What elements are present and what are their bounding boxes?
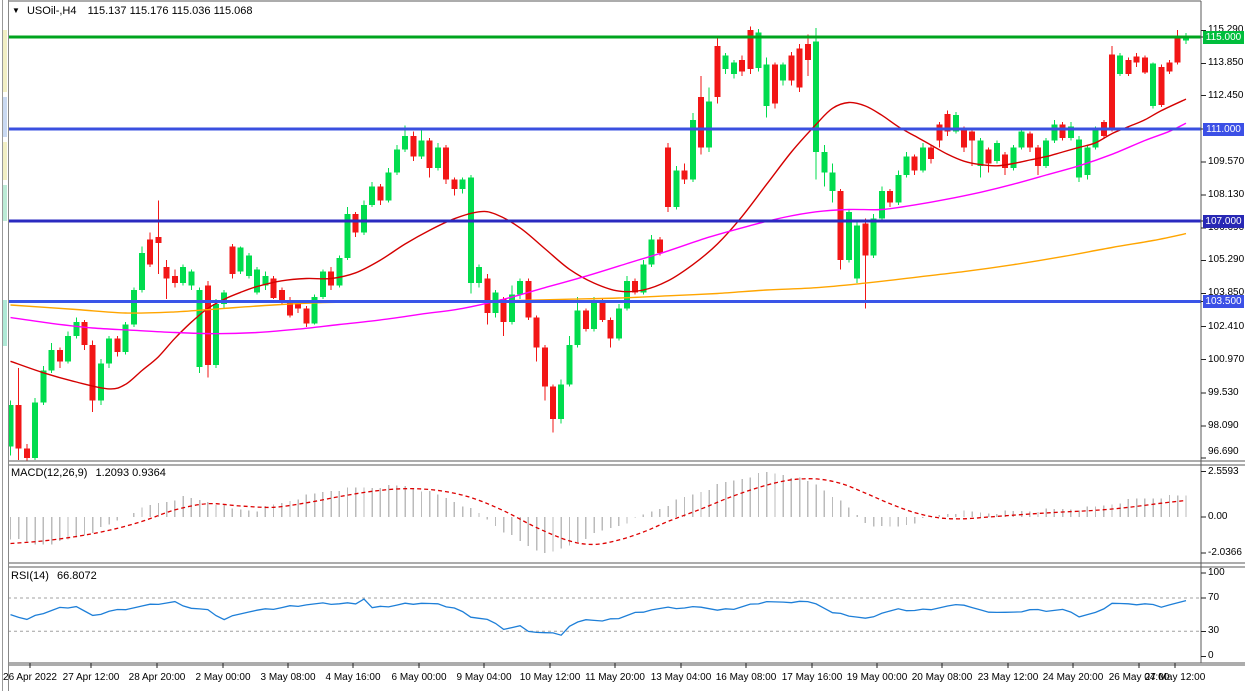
time-axis-label: 28 Apr 20:00 bbox=[128, 672, 186, 683]
price-axis-label: 98.090 bbox=[1208, 419, 1239, 431]
rsi-label: RSI(14) bbox=[11, 570, 49, 582]
macd-axis-label: -2.0366 bbox=[1208, 547, 1242, 559]
rsi-axis-label: 100 bbox=[1208, 567, 1225, 578]
price-axis-label: 108.130 bbox=[1208, 189, 1245, 200]
price-line-badge: 115.000 bbox=[1203, 30, 1244, 44]
price-axis-label: 112.450 bbox=[1208, 89, 1244, 101]
price-axis-label: 109.570 bbox=[1208, 155, 1245, 167]
price-axis-label: 100.970 bbox=[1208, 353, 1245, 365]
price-axis-label: 99.530 bbox=[1208, 386, 1239, 398]
price-axis-label: 102.410 bbox=[1208, 320, 1245, 332]
price-line-badge: 107.000 bbox=[1203, 214, 1244, 228]
time-axis-label: 9 May 04:00 bbox=[456, 672, 512, 683]
time-axis-label: 10 May 12:00 bbox=[519, 672, 581, 683]
chart-title: ▼ USOil-,H4 115.137 115.176 115.036 115.… bbox=[12, 5, 253, 17]
time-axis-label: 3 May 08:00 bbox=[260, 672, 316, 683]
time-axis-label: 6 May 00:00 bbox=[391, 672, 447, 683]
rsi-axis-label: 0 bbox=[1208, 650, 1214, 662]
macd-axis-label: 2.5593 bbox=[1208, 465, 1239, 477]
collapse-triangle-icon[interactable]: ▼ bbox=[12, 6, 20, 15]
price-line-badge: 111.000 bbox=[1203, 122, 1244, 136]
time-axis-label: 24 May 20:00 bbox=[1042, 672, 1104, 683]
price-axis-label: 96.690 bbox=[1208, 446, 1239, 457]
time-axis-label: 27 Apr 12:00 bbox=[62, 672, 120, 683]
time-axis-label: 23 May 12:00 bbox=[977, 672, 1039, 683]
time-axis-label: 2 May 00:00 bbox=[195, 672, 251, 683]
price-line-badge: 103.500 bbox=[1203, 295, 1244, 308]
time-axis-label: 11 May 20:00 bbox=[585, 672, 645, 683]
time-axis-label: 19 May 00:00 bbox=[846, 672, 908, 683]
time-axis-label: 13 May 04:00 bbox=[650, 672, 712, 683]
macd-label: MACD(12,26,9) bbox=[11, 467, 88, 479]
time-axis-label: 26 Apr 2022 bbox=[3, 672, 57, 683]
time-axis-label: 4 May 16:00 bbox=[325, 672, 381, 683]
price-axis-label: 103.850 bbox=[1208, 287, 1245, 299]
symbol-period-label: USOil-,H4 bbox=[26, 5, 77, 17]
time-axis-label: 17 May 16:00 bbox=[781, 672, 843, 683]
rsi-panel-title: RSI(14) 66.8072 bbox=[11, 570, 97, 582]
time-axis-label: 27 May 12:00 bbox=[1144, 672, 1206, 683]
price-axis-label: 115.290 bbox=[1208, 24, 1243, 35]
rsi-axis-label: 30 bbox=[1208, 625, 1220, 637]
time-axis-label: 20 May 08:00 bbox=[911, 672, 973, 683]
rsi-axis-label: 70 bbox=[1208, 591, 1220, 603]
macd-panel-title: MACD(12,26,9) 1.2093 0.9364 bbox=[11, 467, 166, 479]
time-axis-label: 16 May 08:00 bbox=[715, 672, 777, 683]
ohlc-values: 115.137 115.176 115.036 115.068 bbox=[87, 5, 253, 17]
price-axis-label: 105.290 bbox=[1208, 254, 1245, 266]
price-axis-label: 113.850 bbox=[1208, 57, 1244, 69]
macd-values: 1.2093 0.9364 bbox=[95, 467, 166, 479]
macd-axis-label: 0.00 bbox=[1208, 511, 1228, 522]
rsi-value: 66.8072 bbox=[56, 570, 97, 582]
price-axis-label: 106.690 bbox=[1208, 222, 1245, 234]
window-left-border bbox=[0, 0, 9, 691]
time-axis-label: 26 May 04:00 bbox=[1108, 672, 1170, 683]
